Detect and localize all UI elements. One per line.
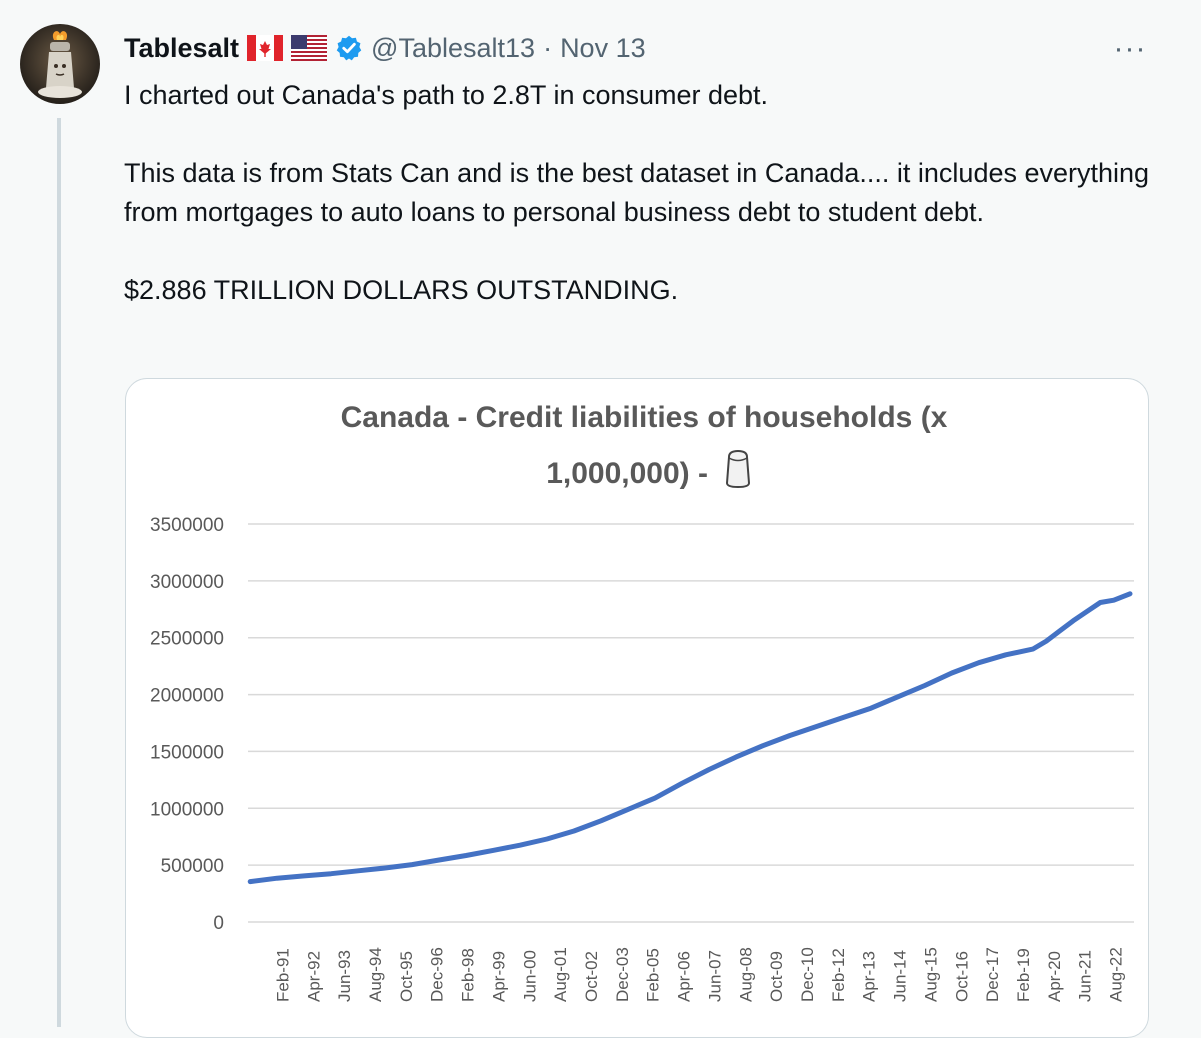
x-tick-label: Aug-08 [736, 947, 755, 1002]
tweet-paragraph: I charted out Canada's path to 2.8T in c… [124, 80, 769, 110]
x-tick-label: Feb-19 [1014, 948, 1033, 1002]
x-tick-label: Oct-09 [767, 951, 786, 1002]
x-tick-label: Apr-13 [860, 951, 879, 1002]
x-tick-label: Jun-07 [705, 950, 724, 1002]
tweet-date[interactable]: Nov 13 [560, 32, 646, 63]
more-options-button[interactable]: ··· [1113, 32, 1147, 65]
chart-image[interactable]: Canada - Credit liabilities of household… [125, 378, 1149, 1038]
series-line [247, 591, 1133, 885]
y-tick-label: 1500000 [150, 742, 224, 763]
author-handle[interactable]: @Tablesalt13 [371, 32, 536, 63]
y-tick-label: 1000000 [150, 799, 224, 820]
x-tick-label: Jun-14 [891, 950, 910, 1002]
thread-line [57, 118, 61, 1027]
x-tick-label: Apr-06 [675, 951, 694, 1002]
y-tick-label: 3000000 [150, 572, 224, 593]
x-tick-label: Dec-10 [798, 947, 817, 1002]
x-tick-label: Feb-91 [273, 948, 292, 1002]
x-tick-label: Aug-01 [551, 947, 570, 1002]
x-tick-label: Jun-21 [1076, 950, 1095, 1002]
tweet-text: I charted out Canada's path to 2.8T in c… [124, 76, 1164, 310]
y-tick-label: 2500000 [150, 629, 224, 650]
x-tick-label: Aug-22 [1107, 947, 1126, 1002]
chart-title-line2: 1,000,000) - [546, 457, 708, 490]
salt-shaker-icon [725, 449, 751, 489]
x-tick-label: Jun-93 [335, 950, 354, 1002]
x-tick-label: Feb-12 [829, 948, 848, 1002]
y-tick-label: 3500000 [150, 515, 224, 536]
tweet-paragraph: This data is from Stats Can and is the b… [124, 158, 1150, 227]
x-tick-label: Dec-17 [983, 947, 1002, 1002]
x-tick-label: Feb-05 [644, 948, 663, 1002]
separator-dot: · [543, 32, 553, 63]
x-tick-label: Oct-02 [582, 951, 601, 1002]
x-tick-label: Aug-94 [366, 947, 385, 1002]
avatar[interactable] [20, 24, 100, 104]
canada-flag-icon [247, 35, 284, 61]
x-tick-label: Apr-99 [489, 951, 508, 1002]
y-tick-label: 0 [213, 913, 224, 934]
x-tick-label: Feb-98 [459, 948, 478, 1002]
y-tick-label: 500000 [161, 856, 224, 877]
line-chart: Canada - Credit liabilities of household… [150, 401, 1134, 1002]
author-name[interactable]: Tablesalt [124, 32, 240, 63]
x-tick-label: Aug-15 [921, 947, 940, 1002]
tweet-paragraph: $2.886 TRILLION DOLLARS OUTSTANDING. [124, 275, 679, 305]
chart-title-line1: Canada - Credit liabilities of household… [341, 401, 948, 434]
us-flag-icon [291, 35, 328, 61]
x-tick-label: Dec-03 [613, 947, 632, 1002]
x-tick-label: Dec-96 [428, 947, 447, 1002]
x-tick-label: Apr-92 [304, 951, 323, 1002]
tweet-header: Tablesalt @Tablesalt13 · Nov 13 [124, 30, 646, 66]
x-tick-label: Apr-20 [1045, 951, 1064, 1002]
x-tick-label: Oct-16 [952, 951, 971, 1002]
x-tick-label: Jun-00 [520, 950, 539, 1002]
y-tick-label: 2000000 [150, 686, 224, 707]
x-tick-label: Oct-95 [397, 951, 416, 1002]
verified-badge-icon[interactable] [335, 34, 363, 62]
